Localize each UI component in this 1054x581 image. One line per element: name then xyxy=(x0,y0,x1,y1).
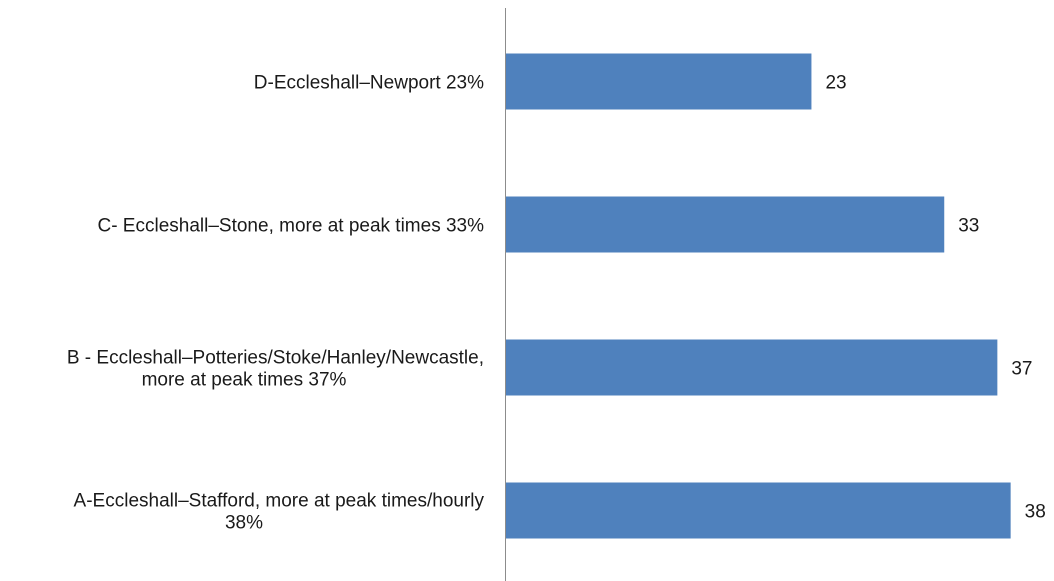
data-label-1: 33 xyxy=(958,216,979,237)
data-label-3: 38 xyxy=(1025,502,1046,523)
bars-group xyxy=(506,53,1011,539)
category-label-1: C- Eccleshall–Stone, more at peak times … xyxy=(97,216,484,237)
data-label-2: 37 xyxy=(1011,359,1032,380)
bar-2 xyxy=(506,339,998,396)
category-labels-group: D-Eccleshall–Newport 23% C- Eccleshall–St… xyxy=(67,73,485,534)
bar-1 xyxy=(506,196,945,253)
category-label-0: D-Eccleshall–Newport 23% xyxy=(254,73,484,94)
category-label-line: B - Eccleshall–Potteries/Stoke/Hanley/Ne… xyxy=(67,348,484,369)
category-label-3: A-Eccleshall–Stafford, more at peak time… xyxy=(74,491,485,534)
data-labels-group: 23 33 37 38 xyxy=(825,73,1045,523)
category-label-line: 38% xyxy=(225,513,263,534)
data-label-0: 23 xyxy=(825,73,846,94)
bar-0 xyxy=(506,53,812,110)
bar-3 xyxy=(506,482,1011,539)
category-label-line: A-Eccleshall–Stafford, more at peak time… xyxy=(74,491,485,512)
category-label-line: more at peak times 37% xyxy=(142,370,347,391)
category-label-line: D-Eccleshall–Newport 23% xyxy=(254,73,484,94)
category-label-2: B - Eccleshall–Potteries/Stoke/Hanley/Ne… xyxy=(67,348,484,391)
category-label-line: C- Eccleshall–Stone, more at peak times … xyxy=(97,216,484,237)
